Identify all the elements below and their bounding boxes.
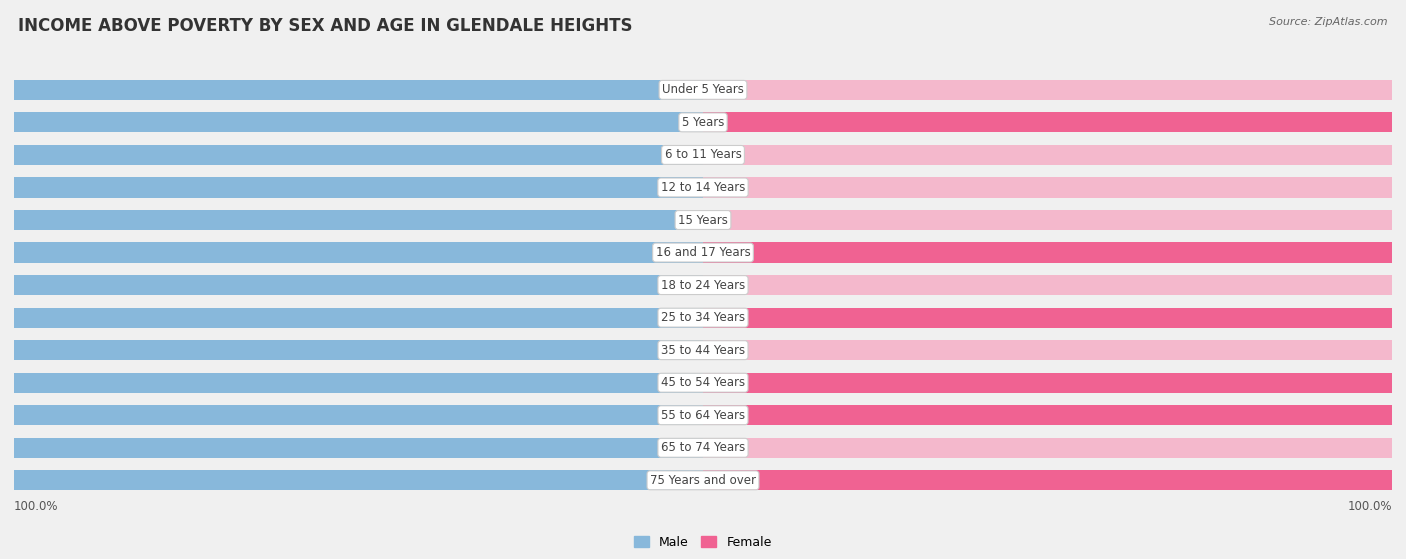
Bar [14, 243, 703, 263]
Bar [0, 177, 703, 197]
Bar [14, 373, 703, 393]
Bar [703, 340, 1392, 360]
Bar [703, 373, 1392, 393]
Bar [0, 405, 703, 425]
Bar [0, 438, 703, 458]
Text: 100.0%: 100.0% [1347, 500, 1392, 514]
Text: Source: ZipAtlas.com: Source: ZipAtlas.com [1270, 17, 1388, 27]
Text: 18 to 24 Years: 18 to 24 Years [661, 278, 745, 292]
Bar [0, 112, 703, 132]
Text: 65 to 74 Years: 65 to 74 Years [661, 441, 745, 454]
Bar [0, 80, 703, 100]
Bar [703, 177, 1392, 197]
Bar [703, 275, 1406, 295]
Text: 15 Years: 15 Years [678, 214, 728, 226]
Text: 100.0%: 100.0% [14, 500, 59, 514]
Text: 6 to 11 Years: 6 to 11 Years [665, 149, 741, 162]
Bar [0, 373, 703, 393]
Bar [0, 275, 703, 295]
Bar [14, 112, 703, 132]
Bar [703, 470, 1406, 490]
Bar [703, 373, 1406, 393]
Bar [14, 438, 703, 458]
Bar [703, 470, 1392, 490]
Bar [14, 177, 703, 197]
Bar [14, 275, 703, 295]
Bar [0, 243, 703, 263]
Bar [703, 112, 1392, 132]
Text: 5 Years: 5 Years [682, 116, 724, 129]
Bar [14, 145, 703, 165]
Bar [703, 80, 1392, 100]
Bar [14, 405, 703, 425]
Bar [703, 275, 1392, 295]
Bar [0, 470, 703, 490]
Bar [0, 340, 703, 360]
Bar [14, 210, 703, 230]
Bar [703, 145, 1406, 165]
Bar [0, 145, 703, 165]
Text: INCOME ABOVE POVERTY BY SEX AND AGE IN GLENDALE HEIGHTS: INCOME ABOVE POVERTY BY SEX AND AGE IN G… [18, 17, 633, 35]
Bar [703, 405, 1406, 425]
Bar [14, 340, 703, 360]
Bar [703, 80, 1406, 100]
Bar [703, 243, 1406, 263]
Bar [703, 438, 1406, 458]
Legend: Male, Female: Male, Female [630, 530, 776, 553]
Text: 35 to 44 Years: 35 to 44 Years [661, 344, 745, 357]
Text: 55 to 64 Years: 55 to 64 Years [661, 409, 745, 421]
Bar [0, 210, 703, 230]
Bar [703, 243, 1392, 263]
Bar [14, 470, 703, 490]
Bar [703, 210, 1392, 230]
Text: 12 to 14 Years: 12 to 14 Years [661, 181, 745, 194]
Bar [703, 145, 1392, 165]
Text: 25 to 34 Years: 25 to 34 Years [661, 311, 745, 324]
Text: 16 and 17 Years: 16 and 17 Years [655, 246, 751, 259]
Bar [703, 307, 1392, 328]
Bar [703, 210, 1406, 230]
Bar [703, 112, 1406, 132]
Bar [703, 405, 1392, 425]
Bar [14, 80, 703, 100]
Bar [703, 438, 1392, 458]
Text: 45 to 54 Years: 45 to 54 Years [661, 376, 745, 389]
Bar [703, 307, 1406, 328]
Bar [14, 307, 703, 328]
Text: 75 Years and over: 75 Years and over [650, 474, 756, 487]
Bar [703, 177, 1406, 197]
Bar [0, 307, 703, 328]
Text: Under 5 Years: Under 5 Years [662, 83, 744, 96]
Bar [703, 340, 1406, 360]
